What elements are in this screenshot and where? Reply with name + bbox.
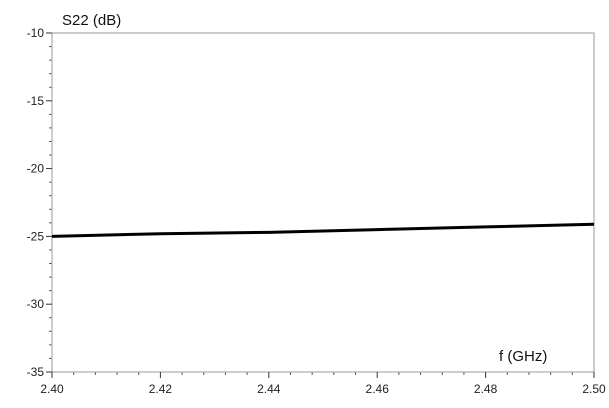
y-tick-label: -35 <box>27 365 45 379</box>
x-tick-label: 2.40 <box>40 382 64 396</box>
axes <box>46 32 595 378</box>
y-tick-labels: -10 -15 -20 -25 -30 -35 <box>27 26 45 379</box>
x-tick-label: 2.44 <box>257 382 281 396</box>
y-tick-label: -15 <box>27 94 45 108</box>
series-line <box>51 222 595 238</box>
x-tick-label: 2.50 <box>582 382 606 396</box>
y-tick-label: -20 <box>27 162 45 176</box>
x-axis-label: f (GHz) <box>499 348 547 365</box>
x-tick-label: 2.46 <box>366 382 390 396</box>
y-tick-label: -10 <box>27 26 45 40</box>
x-tick-labels: 2.40 2.42 2.44 2.46 2.48 2.50 <box>40 382 606 396</box>
y-tick-label: -30 <box>27 297 45 311</box>
y-tick-label: -25 <box>27 229 45 243</box>
x-tick-label: 2.48 <box>474 382 498 396</box>
series <box>51 222 595 238</box>
x-tick-label: 2.42 <box>149 382 173 396</box>
y-axis-label: S22 (dB) <box>62 12 121 29</box>
plot-area <box>51 32 595 373</box>
